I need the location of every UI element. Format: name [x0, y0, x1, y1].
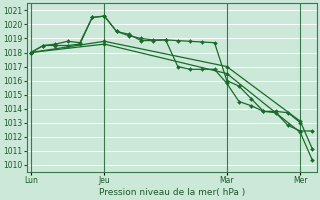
X-axis label: Pression niveau de la mer( hPa ): Pression niveau de la mer( hPa ) [99, 188, 245, 197]
